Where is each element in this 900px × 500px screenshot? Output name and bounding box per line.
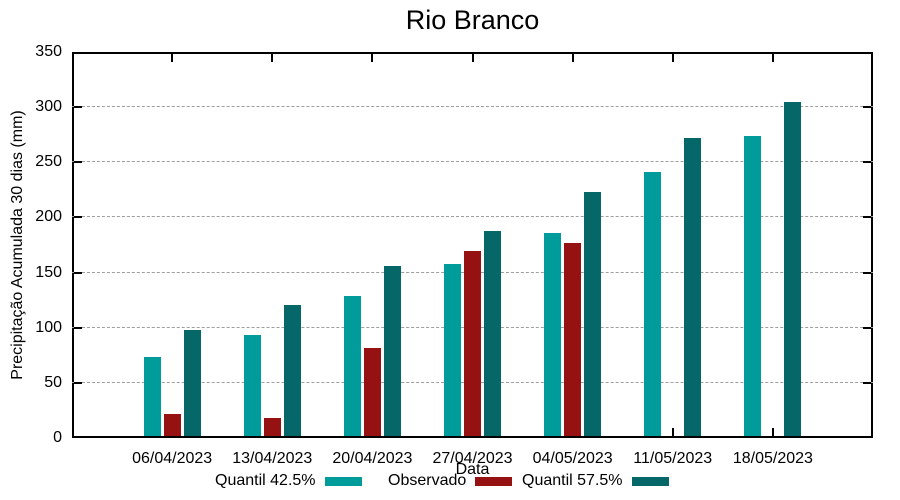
bar-quantil-42-5 xyxy=(644,172,662,436)
x-axis-tick xyxy=(171,54,174,62)
y-tick-label: 300 xyxy=(35,98,62,116)
y-axis-tick xyxy=(863,381,871,384)
legend-swatch-observado xyxy=(475,476,513,486)
bar-observado xyxy=(263,418,281,436)
legend-item-observado: Observado xyxy=(388,471,513,491)
bar-observado xyxy=(363,347,381,436)
y-tick-label: 250 xyxy=(35,153,62,171)
bar-observado xyxy=(163,413,181,436)
y-tick-label: 0 xyxy=(53,429,62,446)
x-tick-label: 27/04/2023 xyxy=(432,450,513,467)
bar-quantil-42-5 xyxy=(243,334,261,436)
legend-item-quantil-57-5: Quantil 57.5% xyxy=(522,471,669,491)
bar-quantil-57-5 xyxy=(584,192,602,436)
bar-quantil-42-5 xyxy=(143,356,161,436)
x-tick-label: 04/05/2023 xyxy=(532,450,613,467)
bar-observado xyxy=(464,250,481,436)
x-tick-label: 11/05/2023 xyxy=(633,450,713,467)
x-tick-label: 18/05/2023 xyxy=(732,450,813,467)
x-tick-label: 06/04/2023 xyxy=(132,450,213,467)
y-axis-tick xyxy=(74,326,82,329)
y-axis-tick xyxy=(863,271,871,274)
y-axis-tick xyxy=(74,216,82,219)
y-tick-label: 200 xyxy=(35,208,62,226)
bar-quantil-42-5 xyxy=(444,263,461,436)
x-axis-tick xyxy=(571,54,574,62)
y-axis-tick xyxy=(863,326,871,329)
bar-quantil-57-5 xyxy=(784,101,802,436)
y-axis-tick xyxy=(74,161,82,164)
x-tick-label: 13/04/2023 xyxy=(232,450,313,467)
y-axis-label: Precipitação Acumulada 30 dias (mm) xyxy=(9,110,26,380)
y-tick-label: 100 xyxy=(35,318,62,336)
grid-line xyxy=(72,161,873,163)
bar-quantil-57-5 xyxy=(684,138,702,436)
y-axis-tick xyxy=(74,381,82,384)
bar-observado xyxy=(564,243,582,436)
y-axis-tick xyxy=(74,106,82,109)
chart-title: Rio Branco xyxy=(405,5,540,35)
legend-swatch-quantil-57-5 xyxy=(631,476,669,486)
x-axis-tick xyxy=(771,428,774,436)
bar-quantil-42-5 xyxy=(343,295,361,436)
y-tick-label: 150 xyxy=(35,263,62,281)
x-axis-tick xyxy=(271,54,274,62)
x-tick-label: 20/04/2023 xyxy=(332,450,413,467)
legend-label-quantil-42-5: Quantil 42.5% xyxy=(215,472,316,489)
y-tick-label: 50 xyxy=(44,373,62,391)
grid-line xyxy=(72,106,873,108)
legend-swatch-quantil-42-5 xyxy=(324,476,362,486)
legend-label-observado: Observado xyxy=(388,472,467,489)
x-axis-tick xyxy=(371,54,374,62)
grid-line xyxy=(72,216,873,218)
bar-quantil-42-5 xyxy=(544,233,562,436)
y-axis-tick xyxy=(863,106,871,109)
y-tick-label: 350 xyxy=(35,43,62,60)
legend-label-quantil-57-5: Quantil 57.5% xyxy=(522,472,623,489)
x-axis-label: Data xyxy=(455,461,490,478)
x-axis-tick xyxy=(671,428,674,436)
legend-item-quantil-42-5: Quantil 42.5% xyxy=(215,471,362,491)
bar-quantil-57-5 xyxy=(383,266,401,436)
x-axis-tick xyxy=(471,54,474,62)
x-axis-tick xyxy=(771,54,774,62)
x-axis-tick xyxy=(671,54,674,62)
y-axis-tick xyxy=(863,161,871,164)
bar-quantil-57-5 xyxy=(484,230,501,436)
bar-quantil-42-5 xyxy=(744,136,762,436)
bar-quantil-57-5 xyxy=(183,330,201,436)
bar-quantil-57-5 xyxy=(283,304,301,436)
y-axis-tick xyxy=(74,271,82,274)
plot-area xyxy=(72,52,873,438)
y-axis-tick xyxy=(863,216,871,219)
